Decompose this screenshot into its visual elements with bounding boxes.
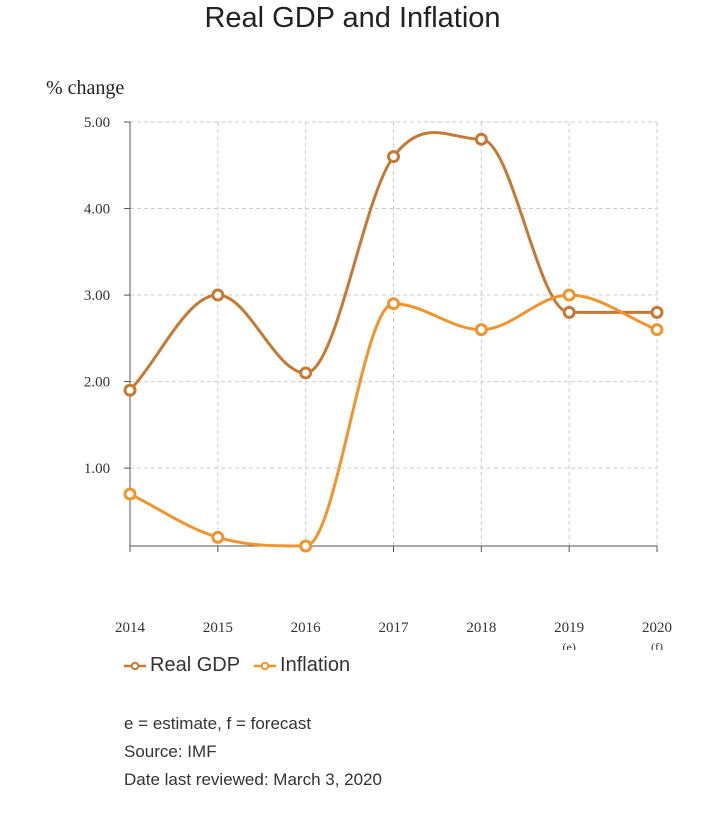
data-point[interactable] <box>387 297 400 311</box>
x-tick-label: 2019 <box>554 620 584 636</box>
y-tick-label: 5.00 <box>84 115 110 131</box>
data-point[interactable] <box>123 383 137 397</box>
y-tick-label: 3.00 <box>84 288 110 304</box>
notes-source: Source: IMF <box>124 742 217 761</box>
legend: Real GDP Inflation <box>124 654 364 677</box>
data-point[interactable] <box>299 539 313 553</box>
data-point[interactable] <box>474 132 488 146</box>
x-tick-label: 2018 <box>466 620 496 636</box>
data-point[interactable] <box>123 487 137 501</box>
x-tick-note: (e) <box>563 640 576 650</box>
series-points <box>123 132 664 553</box>
data-point[interactable] <box>211 288 225 302</box>
chart-title: Real GDP and Inflation <box>204 2 501 34</box>
line-chart: 1.002.003.004.005.00 2014 2015 2016 2017 201… <box>46 77 672 650</box>
legend-label: Inflation <box>280 654 351 676</box>
data-point[interactable] <box>650 305 664 319</box>
data-point[interactable] <box>562 305 576 319</box>
grid <box>130 121 658 546</box>
data-point[interactable] <box>299 366 313 380</box>
data-point[interactable] <box>474 323 488 337</box>
legend-line-icon <box>254 661 277 670</box>
legend-item-inflation[interactable]: Inflation <box>254 654 350 677</box>
notes-estimate-forecast: e = estimate, f = forecast <box>124 714 312 733</box>
notes-date-reviewed: Date last reviewed: March 3, 2020 <box>124 770 382 789</box>
data-point[interactable] <box>650 323 664 337</box>
legend-line-icon <box>124 661 146 670</box>
y-tick-label: 1.00 <box>84 461 110 477</box>
x-axis: 2014 2015 2016 2017 2018 2019 (e) 2020 (f) <box>115 545 672 650</box>
x-tick-label: 2020 <box>642 620 672 636</box>
x-tick-label: 2015 <box>203 620 233 636</box>
y-tick-label: 2.00 <box>84 375 110 391</box>
data-point[interactable] <box>387 150 400 164</box>
data-point[interactable] <box>562 288 576 302</box>
chart-notes: e = estimate, f = forecast Source: IMF D… <box>124 710 382 794</box>
y-axis-label: % change <box>46 77 124 99</box>
y-tick-label: 4.00 <box>84 202 110 218</box>
data-point[interactable] <box>211 530 225 544</box>
legend-item-real-gdp[interactable]: Real GDP <box>124 654 240 677</box>
legend-label: Real GDP <box>150 654 241 676</box>
x-tick-label: 2017 <box>379 620 410 636</box>
y-axis: 1.00 2.00 3.00 4.00 5.00 <box>84 115 131 546</box>
x-tick-note: (f) <box>651 640 663 650</box>
x-tick-label: 2014 <box>115 620 146 636</box>
x-tick-label: 2016 <box>291 620 322 636</box>
